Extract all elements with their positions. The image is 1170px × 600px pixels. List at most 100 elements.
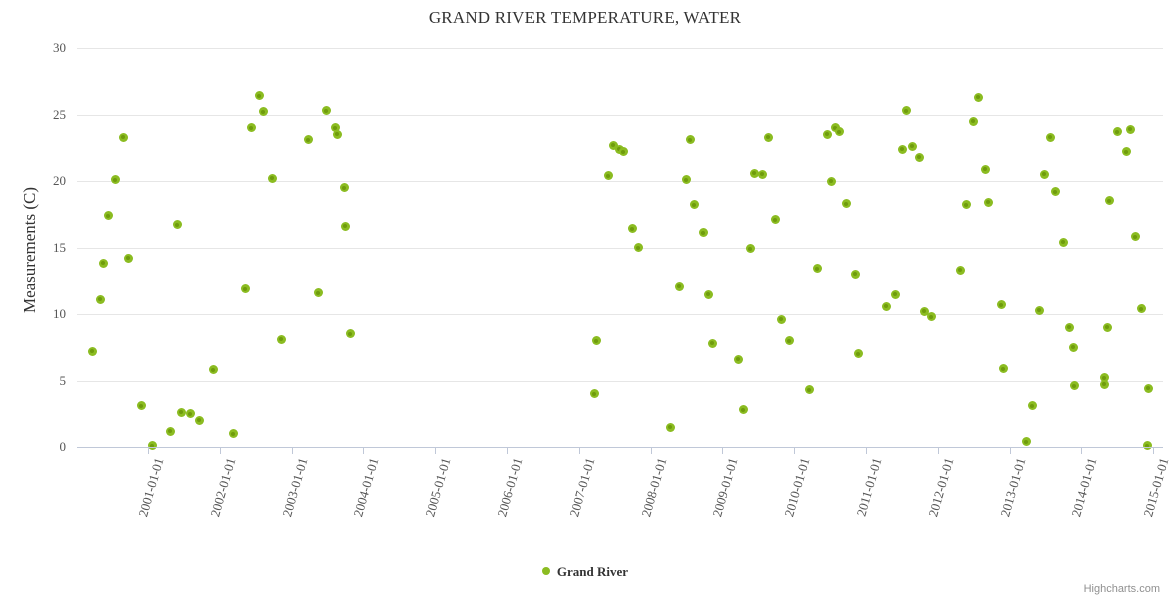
scatter-point[interactable] — [627, 224, 637, 234]
scatter-point[interactable] — [770, 215, 780, 225]
scatter-point[interactable] — [339, 183, 349, 193]
scatter-point[interactable] — [1130, 232, 1140, 242]
scatter-point[interactable] — [973, 92, 983, 102]
scatter-point[interactable] — [345, 329, 355, 339]
scatter-point[interactable] — [804, 385, 814, 395]
scatter-point[interactable] — [980, 164, 990, 174]
scatter-point[interactable] — [276, 334, 286, 344]
scatter-point[interactable] — [681, 175, 691, 185]
scatter-point[interactable] — [961, 200, 971, 210]
scatter-point[interactable] — [1125, 124, 1135, 134]
scatter-point[interactable] — [850, 269, 860, 279]
scatter-point[interactable] — [738, 405, 748, 415]
scatter-point[interactable] — [1027, 401, 1037, 411]
scatter-point[interactable] — [303, 135, 313, 145]
scatter-point[interactable] — [103, 211, 113, 221]
scatter-point[interactable] — [907, 141, 917, 151]
scatter-point[interactable] — [313, 288, 323, 298]
scatter-point[interactable] — [1136, 304, 1146, 314]
scatter-point[interactable] — [1058, 237, 1068, 247]
scatter-point[interactable] — [321, 106, 331, 115]
scatter-point[interactable] — [689, 200, 699, 210]
scatter-point[interactable] — [1142, 441, 1152, 451]
scatter-point[interactable] — [757, 169, 767, 179]
scatter-point[interactable] — [267, 173, 277, 183]
scatter-point[interactable] — [118, 132, 128, 142]
scatter-point[interactable] — [685, 135, 695, 145]
scatter-point[interactable] — [246, 123, 256, 133]
scatter-point[interactable] — [890, 289, 900, 299]
scatter-point[interactable] — [749, 168, 759, 178]
scatter-point[interactable] — [834, 127, 844, 137]
scatter-point[interactable] — [1045, 132, 1055, 142]
scatter-point[interactable] — [1104, 196, 1114, 206]
scatter-point[interactable] — [165, 426, 175, 436]
scatter-point[interactable] — [332, 129, 342, 139]
legend-item-grand-river[interactable]: Grand River — [541, 563, 628, 580]
scatter-point[interactable] — [897, 144, 907, 154]
scatter-point[interactable] — [87, 346, 97, 356]
scatter-point[interactable] — [996, 300, 1006, 310]
scatter-point[interactable] — [998, 364, 1008, 374]
scatter-point[interactable] — [603, 171, 613, 181]
scatter-point[interactable] — [968, 116, 978, 126]
credits-link[interactable]: Highcharts.com — [1083, 583, 1160, 595]
scatter-point[interactable] — [1068, 342, 1078, 352]
scatter-point[interactable] — [98, 258, 108, 268]
scatter-point[interactable] — [123, 253, 133, 263]
scatter-point[interactable] — [926, 312, 936, 322]
scatter-point[interactable] — [901, 106, 911, 115]
scatter-point[interactable] — [703, 289, 713, 299]
scatter-point[interactable] — [1021, 437, 1031, 447]
scatter-point[interactable] — [841, 199, 851, 209]
scatter-point[interactable] — [983, 197, 993, 207]
scatter-point[interactable] — [1099, 373, 1109, 383]
scatter-point[interactable] — [853, 349, 863, 359]
scatter-point[interactable] — [763, 132, 773, 142]
scatter-point[interactable] — [340, 221, 350, 231]
scatter-point[interactable] — [812, 264, 822, 274]
scatter-point[interactable] — [826, 176, 836, 186]
scatter-point[interactable] — [914, 152, 924, 162]
scatter-point[interactable] — [591, 336, 601, 346]
scatter-point[interactable] — [665, 422, 675, 432]
scatter-point[interactable] — [881, 301, 891, 311]
scatter-point[interactable] — [784, 336, 794, 346]
scatter-point[interactable] — [240, 284, 250, 294]
scatter-point[interactable] — [1121, 147, 1131, 157]
scatter-point[interactable] — [707, 338, 717, 348]
scatter-point[interactable] — [110, 175, 120, 185]
scatter-point[interactable] — [136, 401, 146, 411]
scatter-point[interactable] — [1069, 381, 1079, 391]
scatter-point[interactable] — [618, 147, 628, 157]
scatter-point[interactable] — [1064, 322, 1074, 332]
scatter-point[interactable] — [633, 243, 643, 252]
scatter-point[interactable] — [208, 365, 218, 375]
scatter-point[interactable] — [258, 107, 268, 117]
scatter-point[interactable] — [1112, 127, 1122, 137]
scatter-point[interactable] — [745, 244, 755, 254]
scatter-point[interactable] — [330, 123, 340, 133]
scatter-point[interactable] — [674, 281, 684, 291]
scatter-point[interactable] — [1102, 322, 1112, 332]
scatter-point[interactable] — [254, 91, 264, 101]
scatter-point[interactable] — [955, 265, 965, 275]
scatter-point[interactable] — [1099, 379, 1109, 389]
scatter-point[interactable] — [1039, 169, 1049, 179]
scatter-point[interactable] — [919, 306, 929, 316]
scatter-point[interactable] — [176, 407, 186, 417]
scatter-point[interactable] — [172, 220, 182, 230]
scatter-point[interactable] — [147, 441, 157, 451]
scatter-point[interactable] — [608, 140, 618, 150]
scatter-point[interactable] — [822, 129, 832, 139]
scatter-point[interactable] — [228, 429, 238, 439]
scatter-point[interactable] — [1034, 305, 1044, 315]
scatter-point[interactable] — [1050, 187, 1060, 197]
scatter-point[interactable] — [185, 409, 195, 419]
scatter-point[interactable] — [733, 354, 743, 364]
scatter-point[interactable] — [776, 314, 786, 324]
scatter-point[interactable] — [95, 294, 105, 304]
scatter-point[interactable] — [1143, 383, 1153, 393]
scatter-point[interactable] — [698, 228, 708, 238]
scatter-point[interactable] — [589, 389, 599, 399]
